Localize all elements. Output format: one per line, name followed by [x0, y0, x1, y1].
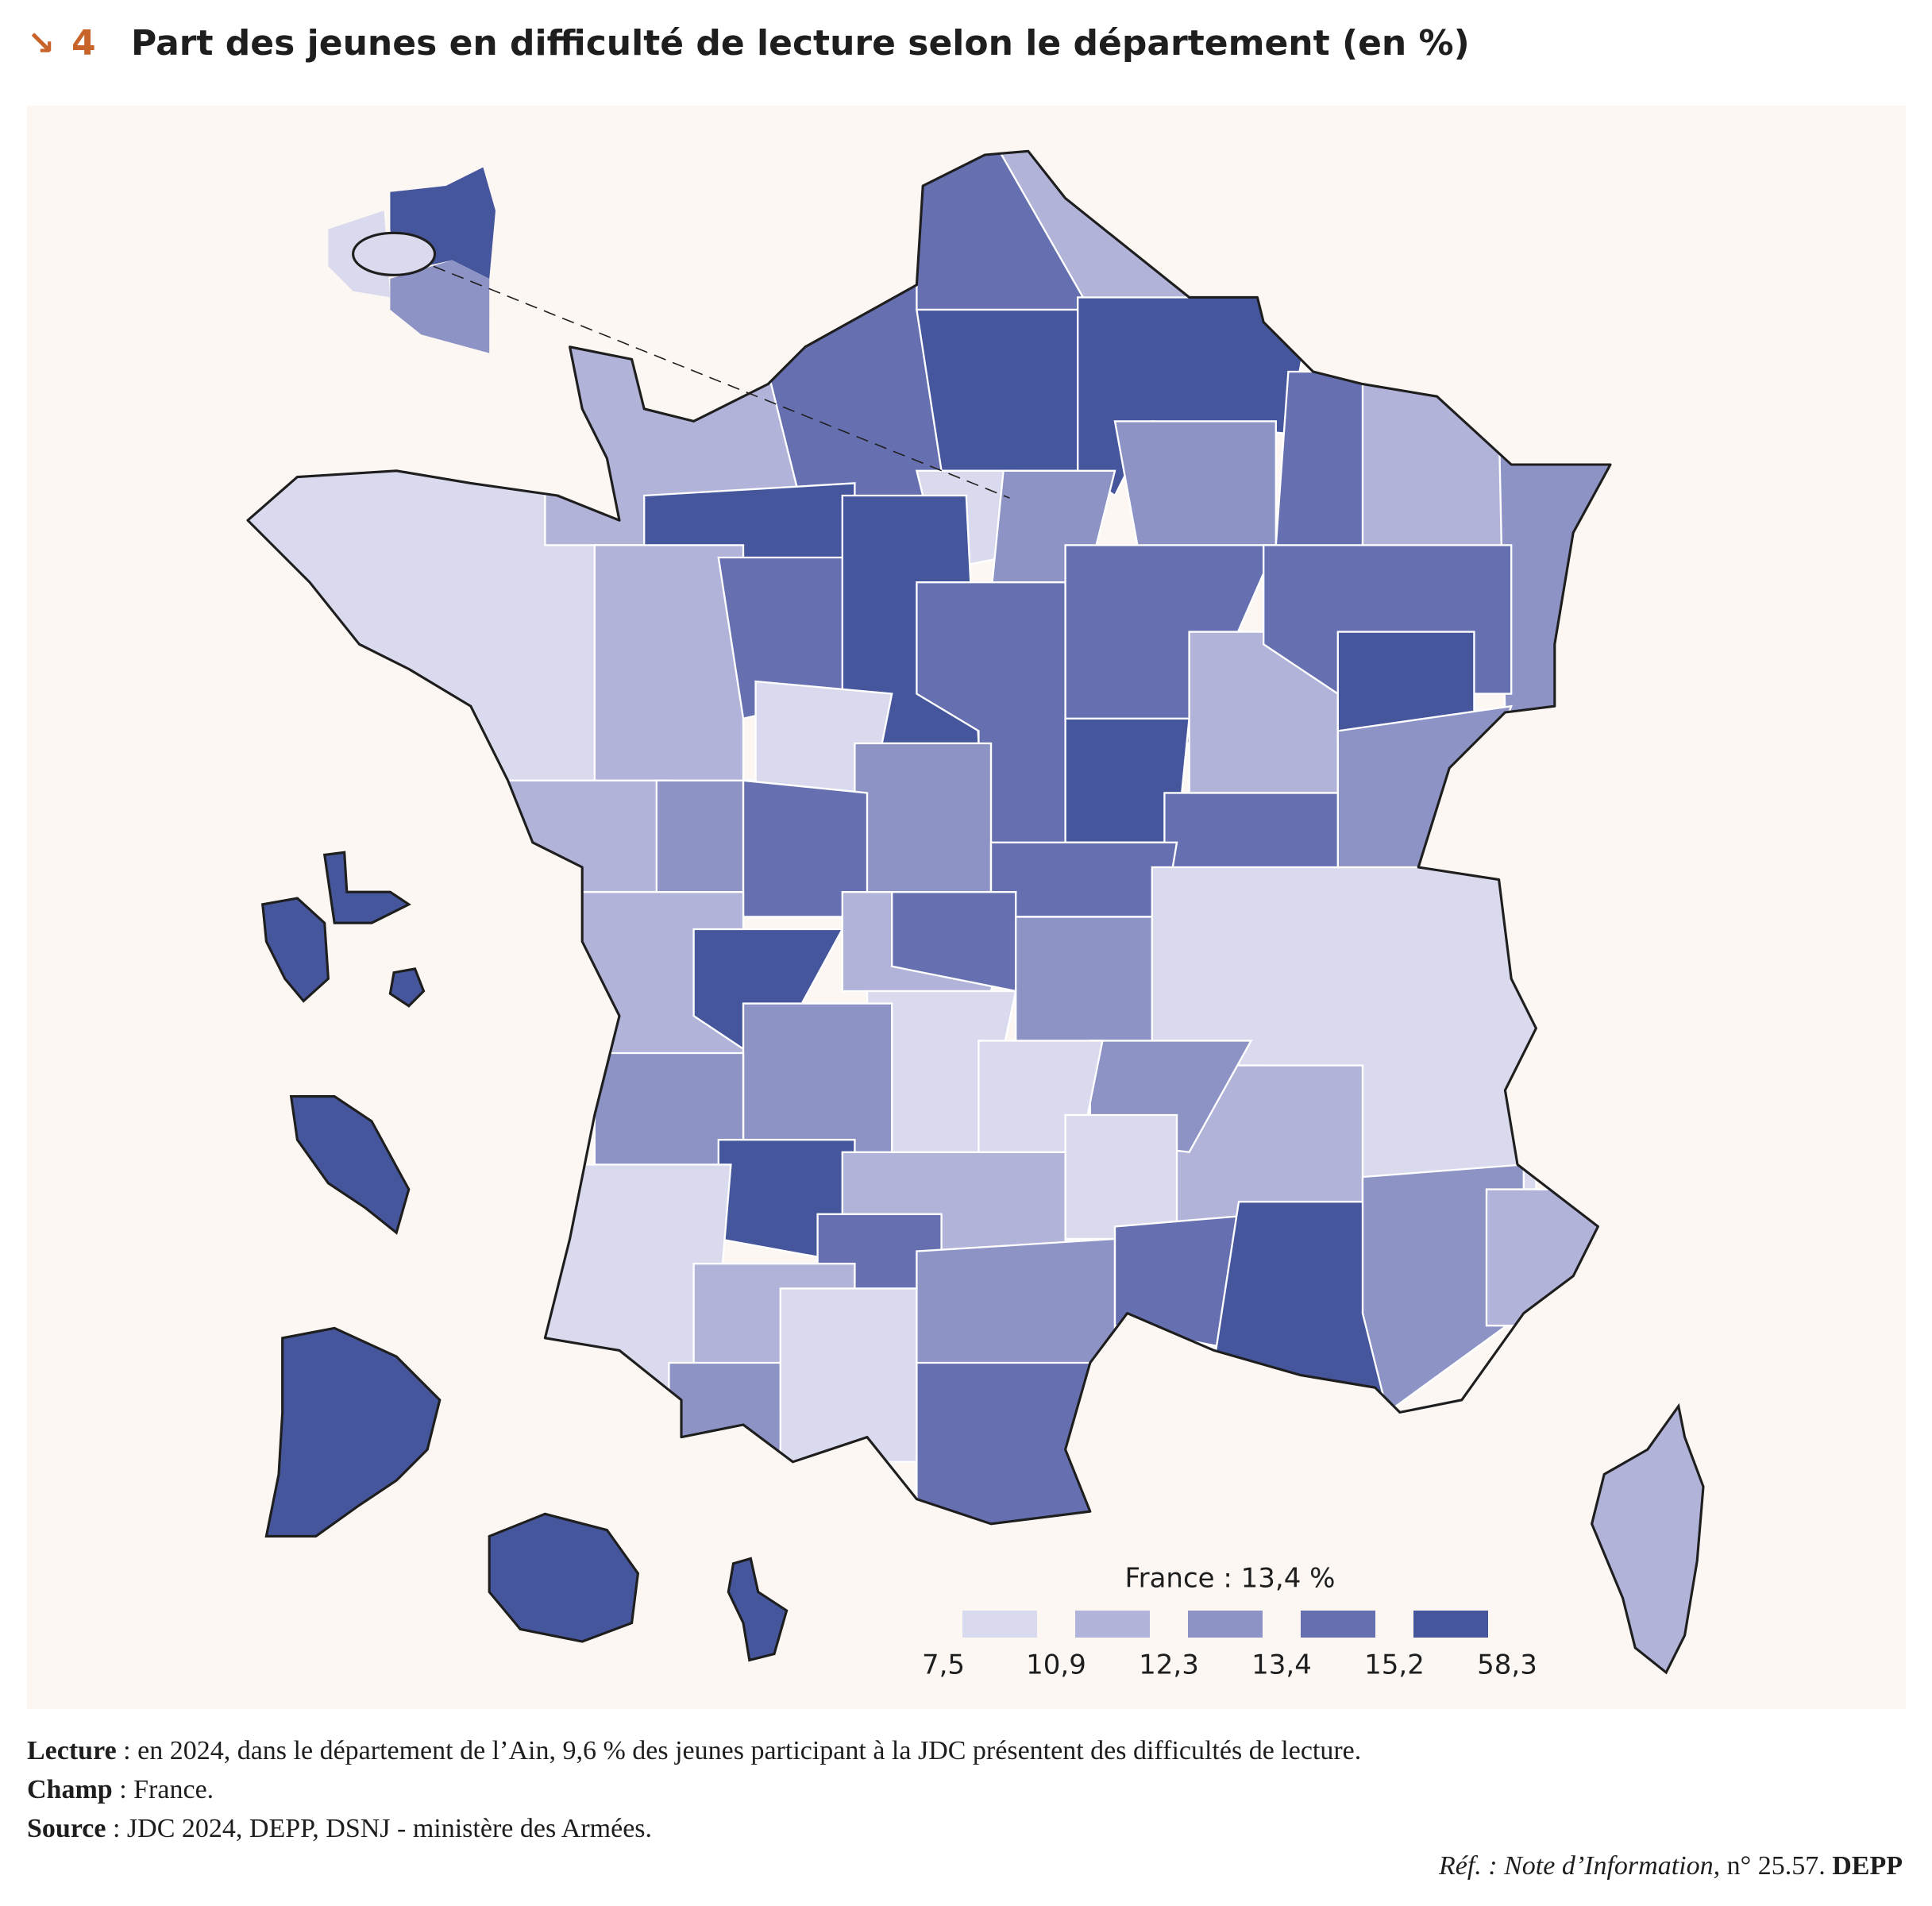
paris-inset: [390, 260, 490, 353]
ref-publication: Note d’Information,: [1503, 1851, 1720, 1881]
paris-city: [352, 231, 437, 276]
region: [916, 1361, 1116, 1524]
legend-break-label: 12,3: [1139, 1649, 1199, 1681]
legend-swatch: [1188, 1611, 1263, 1638]
guadeloupe: [261, 897, 330, 1003]
guadeloupe: [322, 851, 411, 924]
note-text: : JDC 2024, DEPP, DSNJ - ministère des A…: [106, 1814, 652, 1843]
figure-title: Part des jeunes en difficulté de lecture…: [131, 23, 1470, 64]
ref-organisation: DEPP: [1832, 1851, 1903, 1881]
corsica: [1590, 1402, 1705, 1675]
region: [989, 841, 1178, 918]
guyane: [264, 1326, 442, 1538]
legend-swatch: [1413, 1611, 1488, 1638]
legend-break-label: 7,5: [922, 1649, 965, 1681]
mainland-outline: [246, 149, 1612, 1526]
martinique: [289, 1095, 411, 1235]
legend-swatch: [1301, 1611, 1375, 1638]
note-label: Champ: [27, 1775, 113, 1804]
region: [916, 1237, 1116, 1376]
legend-swatch: [1075, 1611, 1150, 1638]
mayotte: [727, 1557, 789, 1662]
region: [1275, 370, 1376, 572]
region: [854, 742, 993, 893]
note-text: : en 2024, dans le département de l’Ain,…: [117, 1736, 1362, 1765]
note-label: Lecture: [27, 1736, 117, 1765]
notes: Lecture : en 2024, dans le département d…: [27, 1736, 1361, 1843]
legend-title: France : 13,4 %: [1125, 1563, 1336, 1595]
note-text: : France.: [113, 1775, 214, 1804]
region: [916, 308, 1091, 472]
legend-swatch: [962, 1611, 1037, 1638]
note-label: Source: [27, 1814, 106, 1843]
overseas: [261, 851, 789, 1662]
note: Lecture : en 2024, dans le département d…: [27, 1736, 1361, 1765]
note: Champ : France.: [27, 1775, 214, 1804]
map: [246, 149, 1705, 1675]
legend-break-label: 58,3: [1477, 1649, 1537, 1681]
ref-prefix: Réf. :: [1438, 1851, 1498, 1881]
region: [593, 544, 745, 794]
reference: Réf. : Note d’Information, n° 25.57. DEP…: [1438, 1851, 1903, 1881]
inset-link: [433, 265, 1010, 499]
region: [1361, 1163, 1525, 1414]
legend: France : 13,4 % 7,5 10,9 12,3 13,4 15,2 58,3: [922, 1563, 1537, 1681]
marie-galante: [388, 967, 426, 1008]
legend-break-label: 13,4: [1251, 1649, 1312, 1681]
ref-number: n° 25.57.: [1727, 1851, 1826, 1881]
figure-number: 4: [71, 23, 96, 64]
figure-arrow: ↘: [27, 24, 55, 63]
legend-break-label: 10,9: [1026, 1649, 1086, 1681]
region: [1113, 420, 1277, 559]
note: Source : JDC 2024, DEPP, DSNJ - ministèr…: [27, 1814, 652, 1843]
legend-break-label: 15,2: [1364, 1649, 1425, 1681]
region: [1064, 1113, 1178, 1240]
reunion: [488, 1512, 640, 1643]
